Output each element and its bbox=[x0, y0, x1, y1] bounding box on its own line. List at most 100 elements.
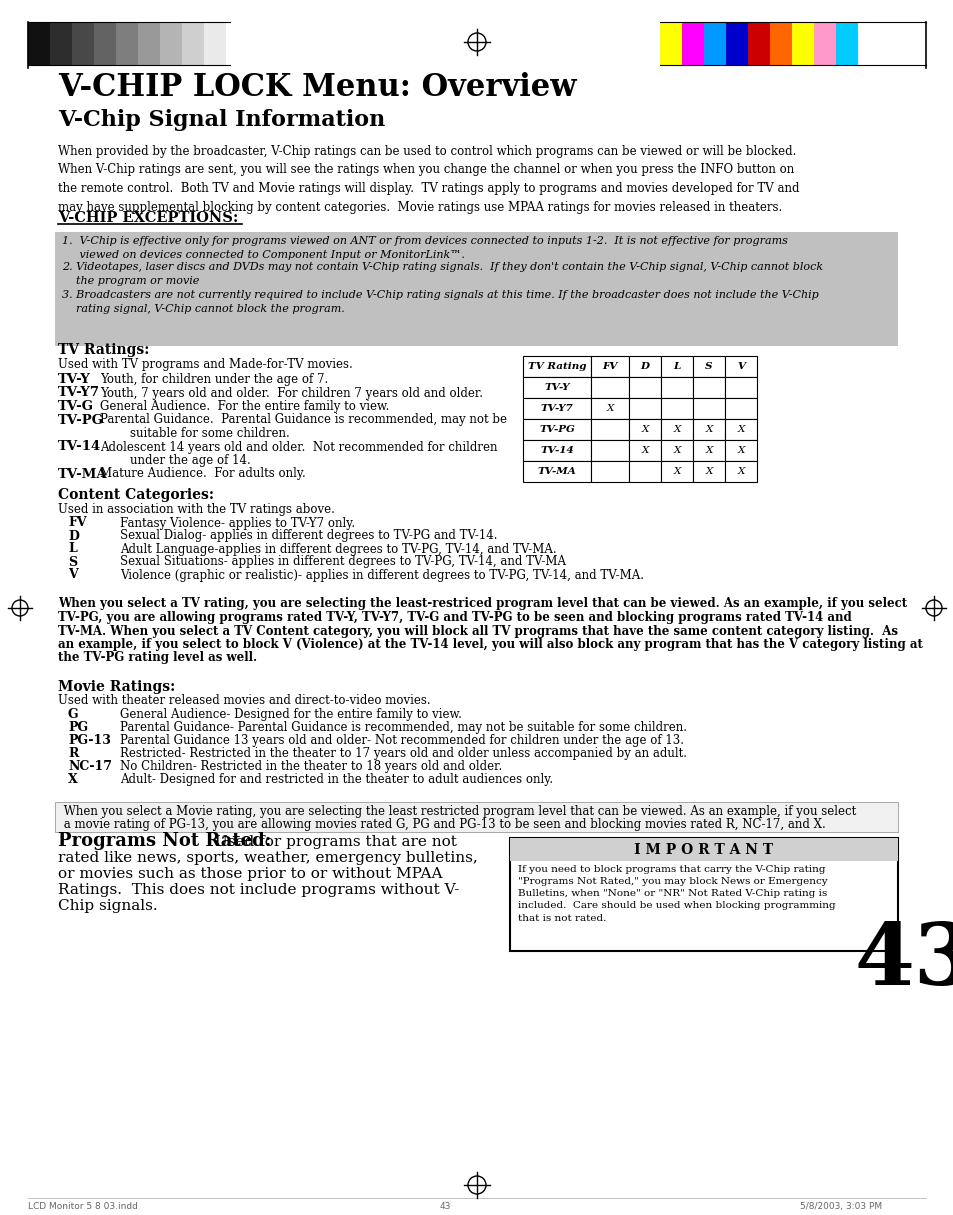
Bar bbox=[681, 22, 703, 64]
Bar bbox=[769, 22, 791, 64]
Text: TV-Y: TV-Y bbox=[58, 373, 91, 386]
Text: Used in association with the TV ratings above.: Used in association with the TV ratings … bbox=[58, 503, 335, 515]
Bar bbox=[510, 838, 897, 951]
Text: Movie Ratings:: Movie Ratings: bbox=[58, 680, 175, 694]
Bar bbox=[724, 419, 757, 440]
Text: Used with TV programs and Made-for-TV movies.: Used with TV programs and Made-for-TV mo… bbox=[58, 358, 353, 371]
Text: X: X bbox=[640, 446, 648, 454]
Text: Fantasy Violence- applies to TV-Y7 only.: Fantasy Violence- applies to TV-Y7 only. bbox=[120, 516, 355, 530]
Text: Parental Guidance.  Parental Guidance is recommended, may not be: Parental Guidance. Parental Guidance is … bbox=[100, 413, 506, 426]
Bar bbox=[659, 22, 681, 64]
Text: TV-14: TV-14 bbox=[58, 441, 101, 453]
Bar bbox=[791, 22, 813, 64]
Bar bbox=[522, 419, 590, 440]
Text: Adult Language-applies in different degrees to TV-PG, TV-14, and TV-MA.: Adult Language-applies in different degr… bbox=[120, 543, 556, 555]
Bar bbox=[160, 22, 182, 64]
Text: PG: PG bbox=[68, 720, 88, 734]
Text: FV: FV bbox=[601, 362, 617, 371]
Bar bbox=[71, 22, 94, 64]
Bar bbox=[724, 399, 757, 419]
Text: Youth, for children under the age of 7.: Youth, for children under the age of 7. bbox=[100, 373, 328, 386]
Bar bbox=[522, 356, 590, 377]
Bar bbox=[522, 399, 590, 419]
Bar bbox=[628, 399, 660, 419]
Text: an example, if you select to block V (Violence) at the TV-14 level, you will als: an example, if you select to block V (Vi… bbox=[58, 638, 922, 651]
Text: Programs Not Rated:: Programs Not Rated: bbox=[58, 832, 271, 850]
Text: X: X bbox=[640, 425, 648, 434]
Text: D: D bbox=[68, 530, 79, 543]
Text: Parental Guidance- Parental Guidance is recommended, may not be suitable for som: Parental Guidance- Parental Guidance is … bbox=[120, 720, 686, 734]
Text: When you select a TV rating, you are selecting the least-restriced program level: When you select a TV rating, you are sel… bbox=[58, 598, 906, 610]
Text: X: X bbox=[737, 467, 744, 476]
Text: TV Ratings:: TV Ratings: bbox=[58, 343, 150, 357]
Text: V-CHIP EXCEPTIONS:: V-CHIP EXCEPTIONS: bbox=[58, 211, 238, 225]
Text: 5/8/2003, 3:03 PM: 5/8/2003, 3:03 PM bbox=[800, 1202, 882, 1211]
Bar bbox=[590, 419, 628, 440]
Bar bbox=[724, 460, 757, 482]
Text: When provided by the broadcaster, V-Chip ratings can be used to control which pr: When provided by the broadcaster, V-Chip… bbox=[58, 145, 799, 214]
Text: V-CHIP LOCK Menu: Overview: V-CHIP LOCK Menu: Overview bbox=[58, 72, 576, 103]
Text: X: X bbox=[737, 446, 744, 454]
Text: V: V bbox=[737, 362, 744, 371]
Bar bbox=[590, 399, 628, 419]
Bar bbox=[692, 440, 724, 460]
Text: rated like news, sports, weather, emergency bulletins,: rated like news, sports, weather, emerge… bbox=[58, 850, 477, 865]
Text: TV-PG: TV-PG bbox=[58, 413, 104, 426]
Bar bbox=[55, 232, 897, 346]
Bar bbox=[660, 377, 692, 399]
Text: the TV-PG rating level as well.: the TV-PG rating level as well. bbox=[58, 651, 257, 665]
Bar bbox=[724, 440, 757, 460]
Text: TV-PG: TV-PG bbox=[538, 425, 575, 434]
Text: X: X bbox=[673, 425, 680, 434]
Text: LCD Monitor 5 8 03.indd: LCD Monitor 5 8 03.indd bbox=[28, 1202, 138, 1211]
Text: No Children- Restricted in the theater to 18 years old and older.: No Children- Restricted in the theater t… bbox=[120, 761, 501, 773]
Text: Violence (graphic or realistic)- applies in different degrees to TV-PG, TV-14, a: Violence (graphic or realistic)- applies… bbox=[120, 569, 643, 582]
Bar bbox=[692, 399, 724, 419]
Bar bbox=[725, 22, 747, 64]
Text: Youth, 7 years old and older.  For children 7 years old and older.: Youth, 7 years old and older. For childr… bbox=[100, 386, 482, 400]
Bar bbox=[692, 377, 724, 399]
Bar bbox=[628, 440, 660, 460]
Bar bbox=[590, 356, 628, 377]
Text: TV-Y7: TV-Y7 bbox=[540, 405, 573, 413]
Text: Restricted- Restricted in the theater to 17 years old and older unless accompani: Restricted- Restricted in the theater to… bbox=[120, 747, 686, 761]
Bar bbox=[747, 22, 769, 64]
Text: Sexual Situations- applies in different degrees to TV-PG, TV-14, and TV-MA: Sexual Situations- applies in different … bbox=[120, 555, 565, 569]
Bar bbox=[660, 419, 692, 440]
Text: X: X bbox=[704, 446, 712, 454]
Text: R: R bbox=[68, 747, 78, 761]
Text: Content Categories:: Content Categories: bbox=[58, 488, 213, 503]
Text: 1.  V-Chip is effective only for programs viewed on ANT or from devices connecte: 1. V-Chip is effective only for programs… bbox=[62, 236, 787, 260]
Bar bbox=[628, 377, 660, 399]
Text: X: X bbox=[673, 446, 680, 454]
Bar bbox=[590, 377, 628, 399]
Text: Sexual Dialog- applies in different degrees to TV-PG and TV-14.: Sexual Dialog- applies in different degr… bbox=[120, 530, 497, 543]
Text: FV: FV bbox=[68, 516, 87, 530]
Text: X: X bbox=[68, 773, 77, 786]
Text: X: X bbox=[737, 425, 744, 434]
Bar bbox=[703, 22, 725, 64]
Bar bbox=[660, 399, 692, 419]
Text: S: S bbox=[68, 555, 77, 569]
Bar bbox=[628, 419, 660, 440]
Bar bbox=[116, 22, 138, 64]
Text: 2. Videotapes, laser discs and DVDs may not contain V-Chip rating signals.  If t: 2. Videotapes, laser discs and DVDs may … bbox=[62, 262, 822, 286]
Text: V: V bbox=[68, 569, 77, 582]
Text: X: X bbox=[704, 425, 712, 434]
Text: TV-Y: TV-Y bbox=[543, 383, 569, 392]
Bar bbox=[28, 22, 50, 64]
Bar bbox=[628, 460, 660, 482]
Bar bbox=[522, 460, 590, 482]
Text: PG-13: PG-13 bbox=[68, 734, 111, 747]
Text: suitable for some children.: suitable for some children. bbox=[100, 426, 290, 440]
Text: V-Chip Signal Information: V-Chip Signal Information bbox=[58, 109, 385, 131]
Text: L: L bbox=[68, 543, 76, 555]
Text: TV Rating: TV Rating bbox=[527, 362, 586, 371]
Text: S: S bbox=[704, 362, 712, 371]
Text: 43: 43 bbox=[854, 919, 953, 1004]
Text: General Audience- Designed for the entire family to view.: General Audience- Designed for the entir… bbox=[120, 708, 461, 720]
Text: Chip signals.: Chip signals. bbox=[58, 899, 157, 912]
Text: X: X bbox=[704, 467, 712, 476]
Text: TV-MA: TV-MA bbox=[58, 468, 108, 480]
Bar bbox=[660, 356, 692, 377]
